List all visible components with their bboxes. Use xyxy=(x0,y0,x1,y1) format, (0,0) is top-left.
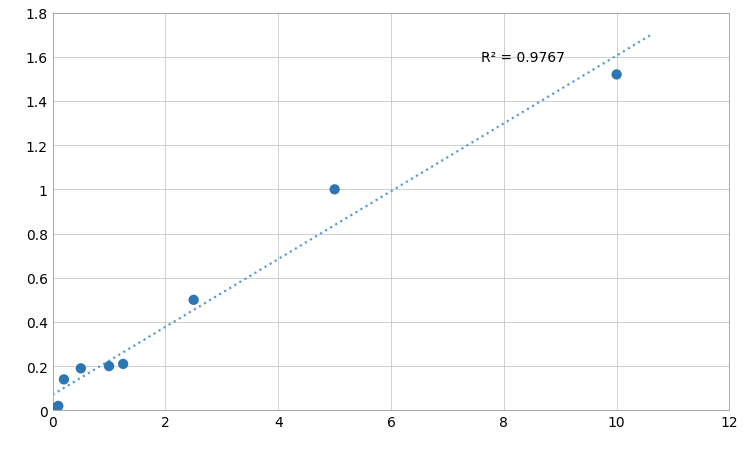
Text: R² = 0.9767: R² = 0.9767 xyxy=(481,51,566,65)
Point xyxy=(47,405,59,412)
Point xyxy=(187,297,199,304)
Point xyxy=(103,363,115,370)
Point xyxy=(58,376,70,383)
Point xyxy=(611,72,623,79)
Point xyxy=(117,360,129,368)
Point xyxy=(53,402,65,410)
Point xyxy=(329,186,341,193)
Point xyxy=(75,365,86,372)
